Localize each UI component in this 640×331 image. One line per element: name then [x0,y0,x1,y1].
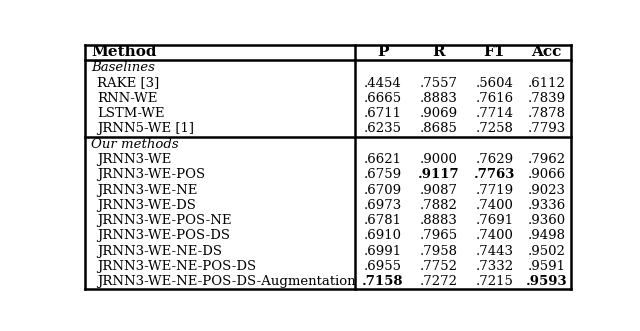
Text: .6759: .6759 [364,168,402,181]
Text: .7882: .7882 [420,199,458,212]
Text: .9593: .9593 [526,275,568,288]
Text: .9087: .9087 [420,184,458,197]
Text: .7400: .7400 [476,229,513,243]
Text: .7958: .7958 [420,245,458,258]
Text: Baselines: Baselines [91,61,155,74]
Text: .6665: .6665 [364,92,402,105]
Text: .7962: .7962 [527,153,566,166]
Text: JRNN5-WE [1]: JRNN5-WE [1] [97,122,195,135]
Text: .9117: .9117 [418,168,460,181]
Text: .6991: .6991 [364,245,402,258]
Text: .7691: .7691 [476,214,513,227]
Text: F1: F1 [484,45,505,60]
Text: Our methods: Our methods [91,138,179,151]
Text: .9336: .9336 [527,199,566,212]
Text: JRNN3-WE-DS: JRNN3-WE-DS [97,199,196,212]
Text: .7793: .7793 [527,122,566,135]
Text: .7158: .7158 [362,275,403,288]
Text: .6112: .6112 [528,76,566,90]
Text: LSTM-WE: LSTM-WE [97,107,165,120]
Text: JRNN3-WE-NE-POS-DS: JRNN3-WE-NE-POS-DS [97,260,257,273]
Text: .6781: .6781 [364,214,402,227]
Text: .6711: .6711 [364,107,402,120]
Text: .6910: .6910 [364,229,402,243]
Text: .9360: .9360 [527,214,566,227]
Text: .6235: .6235 [364,122,402,135]
Text: .7629: .7629 [476,153,513,166]
Text: .7714: .7714 [476,107,513,120]
Text: .5604: .5604 [476,76,513,90]
Text: .7719: .7719 [476,184,513,197]
Text: .7616: .7616 [476,92,513,105]
Text: JRNN3-WE-NE-DS: JRNN3-WE-NE-DS [97,245,222,258]
Text: .9000: .9000 [420,153,458,166]
Text: .7332: .7332 [476,260,513,273]
Text: .7839: .7839 [527,92,566,105]
Text: .7400: .7400 [476,199,513,212]
Text: .9498: .9498 [528,229,566,243]
Text: RAKE [3]: RAKE [3] [97,76,159,90]
Text: Method: Method [91,45,156,60]
Text: Acc: Acc [532,45,562,60]
Text: .7752: .7752 [420,260,458,273]
Text: .4454: .4454 [364,76,401,90]
Text: .7215: .7215 [476,275,513,288]
Text: .9066: .9066 [527,168,566,181]
Text: RNN-WE: RNN-WE [97,92,157,105]
Text: .6709: .6709 [364,184,402,197]
Text: .7878: .7878 [528,107,566,120]
Text: .6621: .6621 [364,153,402,166]
Text: P: P [377,45,388,60]
Text: JRNN3-WE-POS-NE: JRNN3-WE-POS-NE [97,214,232,227]
Text: .9069: .9069 [420,107,458,120]
Text: .7763: .7763 [474,168,515,181]
Text: .7443: .7443 [476,245,513,258]
Text: JRNN3-WE-NE: JRNN3-WE-NE [97,184,198,197]
Text: .9023: .9023 [528,184,566,197]
Text: JRNN3-WE-POS: JRNN3-WE-POS [97,168,205,181]
Text: .9591: .9591 [528,260,566,273]
Text: JRNN3-WE-POS-DS: JRNN3-WE-POS-DS [97,229,230,243]
Text: .7272: .7272 [420,275,458,288]
Text: .7965: .7965 [420,229,458,243]
Text: .6955: .6955 [364,260,402,273]
Text: .8685: .8685 [420,122,458,135]
Text: .6973: .6973 [364,199,402,212]
Text: .7258: .7258 [476,122,513,135]
Text: JRNN3-WE: JRNN3-WE [97,153,172,166]
Text: .8883: .8883 [420,92,458,105]
Text: .7557: .7557 [420,76,458,90]
Text: JRNN3-WE-NE-POS-DS-Augmentation: JRNN3-WE-NE-POS-DS-Augmentation [97,275,356,288]
Text: .9502: .9502 [528,245,566,258]
Text: R: R [432,45,445,60]
Text: .8883: .8883 [420,214,458,227]
